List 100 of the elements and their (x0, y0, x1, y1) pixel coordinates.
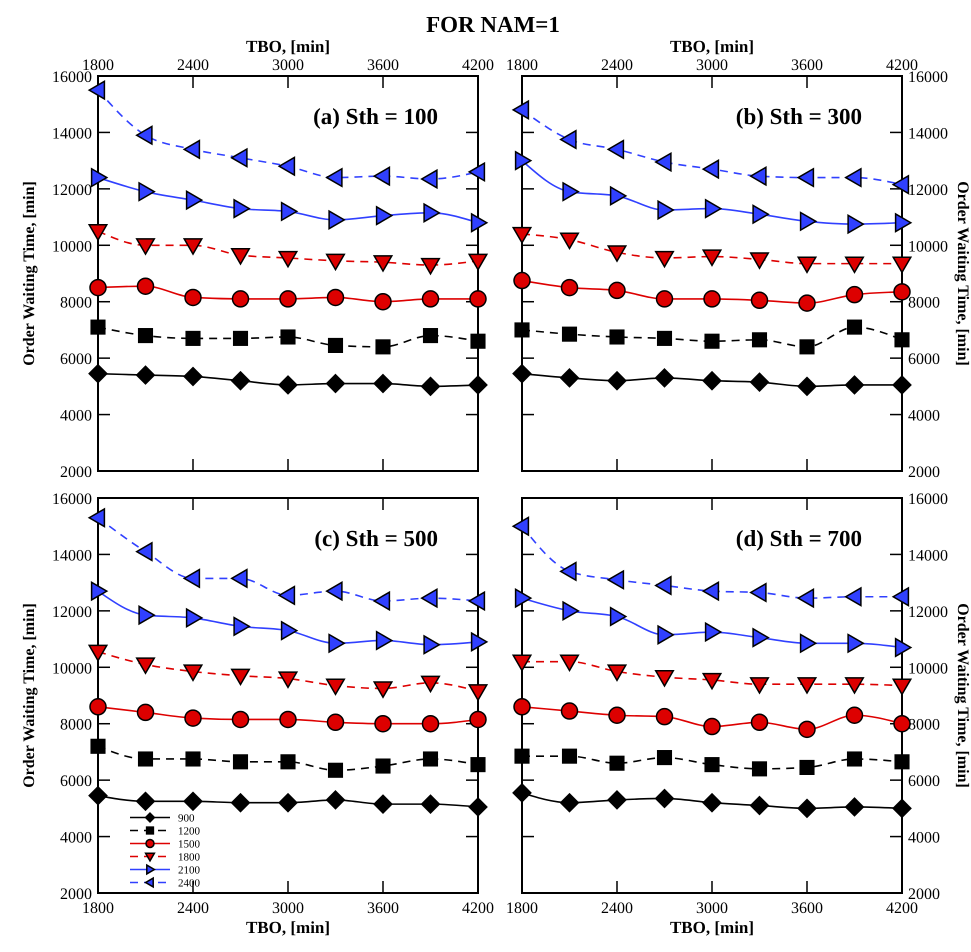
point (326, 288, 344, 306)
text: (d) Sth = 700 (736, 526, 862, 551)
point (470, 213, 488, 232)
y2-tick-label: 12000 (908, 182, 948, 199)
point (232, 710, 250, 728)
x-tick-label: 3000 (696, 57, 728, 74)
point (894, 332, 910, 348)
point (560, 130, 577, 150)
x-tick-label: 1800 (82, 900, 114, 917)
point (279, 710, 297, 728)
point (420, 588, 438, 608)
x-axis-title: TBO, [min] (670, 37, 754, 56)
point (184, 288, 202, 306)
point (88, 224, 108, 241)
point (138, 751, 154, 767)
x-tick-label: 2400 (601, 900, 633, 917)
point (136, 366, 156, 385)
point (846, 320, 862, 335)
point (232, 330, 248, 346)
text: (b) Sth = 300 (736, 104, 862, 129)
point (420, 258, 440, 275)
x-tick-label: 4200 (462, 900, 494, 917)
point (136, 792, 156, 811)
point (607, 245, 627, 262)
point (514, 322, 530, 338)
point (800, 634, 817, 653)
point (847, 214, 864, 234)
point (512, 364, 532, 384)
y2-tick-label: 12000 (908, 604, 948, 621)
y-tick-label: 4000 (60, 408, 92, 425)
point (373, 794, 393, 814)
point (88, 364, 108, 384)
point (844, 587, 862, 606)
point (422, 328, 438, 344)
point (278, 156, 296, 176)
point (512, 516, 530, 536)
x-tick-label: 3600 (791, 57, 823, 74)
point (560, 793, 580, 812)
point (468, 684, 488, 701)
point (892, 375, 912, 394)
point (136, 277, 154, 295)
point (280, 202, 298, 221)
point (230, 568, 248, 588)
point (797, 677, 817, 694)
point (750, 292, 768, 310)
point (88, 644, 108, 662)
text: (a) Sth = 100 (313, 104, 438, 129)
point (470, 757, 486, 772)
point (468, 797, 488, 816)
point (138, 182, 156, 202)
point (607, 570, 624, 590)
point (607, 664, 627, 682)
point (514, 151, 532, 170)
x-axis-title: TBO, [min] (670, 918, 754, 937)
point (654, 576, 672, 596)
point (138, 606, 156, 625)
y-tick-label: 2000 (60, 886, 92, 903)
point (892, 798, 912, 818)
y-tick-label: 6000 (60, 773, 92, 790)
point (512, 100, 530, 120)
point (750, 714, 768, 732)
point (328, 762, 344, 778)
point (560, 278, 578, 296)
point (797, 798, 817, 818)
point (609, 329, 625, 345)
y-tick-label: 8000 (60, 716, 92, 734)
point (468, 254, 488, 270)
point (562, 748, 578, 764)
x-tick-label: 3600 (367, 57, 399, 74)
point (656, 708, 674, 726)
point (512, 226, 532, 244)
point (702, 793, 722, 812)
point (136, 704, 154, 722)
point (230, 793, 250, 812)
point (230, 668, 250, 686)
y2-tick-label: 8000 (908, 294, 940, 312)
y-tick-label: 6000 (60, 351, 92, 368)
y2-tick-label: 10000 (908, 238, 948, 256)
point (278, 586, 296, 605)
point (279, 290, 297, 308)
point (423, 203, 440, 222)
point (844, 168, 862, 188)
point (376, 630, 393, 650)
point (468, 375, 488, 394)
point (750, 372, 770, 392)
point (136, 542, 153, 562)
point (846, 751, 862, 767)
point (278, 671, 298, 688)
point (185, 751, 201, 767)
point (797, 168, 814, 188)
point (846, 286, 864, 304)
point (420, 169, 438, 189)
point (374, 292, 392, 310)
point (280, 754, 296, 770)
point (702, 582, 720, 601)
point (232, 754, 248, 770)
y2-tick-label: 4000 (908, 830, 940, 847)
point (468, 591, 486, 611)
point (607, 140, 624, 159)
point (608, 282, 626, 300)
